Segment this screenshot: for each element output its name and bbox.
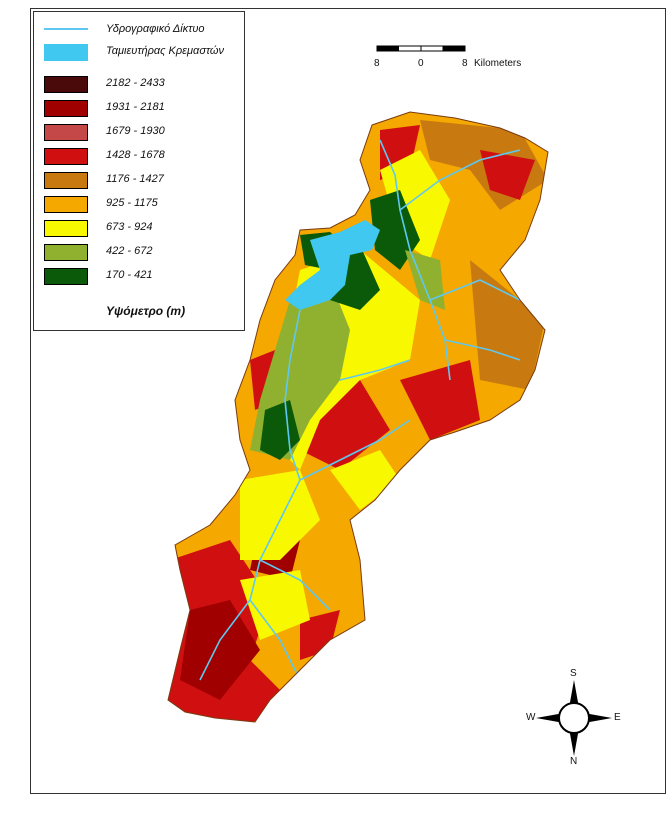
map-legend: Υδρογραφικό Δίκτυο Ταμιευτήρας Κρεμαστών… xyxy=(33,11,245,331)
scale-bar-graphic xyxy=(376,45,466,52)
legend-class-label: 1428 - 1678 xyxy=(106,149,165,161)
scale-bar: 8 0 8 Kilometers xyxy=(372,44,532,74)
compass-s-label: S xyxy=(570,668,577,679)
legend-class-row: 925 - 1175 xyxy=(34,194,244,214)
legend-lake-row: Ταμιευτήρας Κρεμαστών xyxy=(34,42,244,62)
north-arrow: S N W E xyxy=(524,668,628,772)
legend-class-row: 1428 - 1678 xyxy=(34,146,244,166)
legend-river-label: Υδρογραφικό Δίκτυο xyxy=(106,23,205,35)
legend-class-row: 2182 - 2433 xyxy=(34,74,244,94)
legend-class-label: 422 - 672 xyxy=(106,245,153,257)
legend-class-label: 1176 - 1427 xyxy=(106,173,164,185)
compass-e-label: E xyxy=(614,712,621,723)
legend-class-swatch xyxy=(44,76,88,93)
legend-class-swatch xyxy=(44,148,88,165)
legend-class-label: 925 - 1175 xyxy=(106,197,158,209)
legend-class-row: 673 - 924 xyxy=(34,218,244,238)
legend-class-row: 1679 - 1930 xyxy=(34,122,244,142)
legend-class-swatch xyxy=(44,196,88,213)
compass-w-label: W xyxy=(526,712,536,723)
legend-class-row: 170 - 421 xyxy=(34,266,244,286)
scale-unit-label: Kilometers xyxy=(474,58,522,69)
legend-class-row: 1176 - 1427 xyxy=(34,170,244,190)
legend-class-swatch xyxy=(44,172,88,189)
legend-class-label: 1679 - 1930 xyxy=(106,125,165,137)
legend-class-label: 170 - 421 xyxy=(106,269,153,281)
legend-class-row: 422 - 672 xyxy=(34,242,244,262)
legend-class-label: 2182 - 2433 xyxy=(106,77,165,89)
scale-right-label: 8 xyxy=(462,58,468,69)
legend-class-row: 1931 - 2181 xyxy=(34,98,244,118)
compass-n-label: N xyxy=(570,756,578,767)
legend-class-swatch xyxy=(44,124,88,141)
legend-class-swatch xyxy=(44,268,88,285)
scale-mid-label: 0 xyxy=(418,58,424,69)
lake-swatch xyxy=(44,44,88,61)
legend-lake-label: Ταμιευτήρας Κρεμαστών xyxy=(106,45,224,57)
compass-rose-icon xyxy=(536,680,612,756)
legend-class-swatch xyxy=(44,100,88,117)
legend-class-swatch xyxy=(44,220,88,237)
legend-title: Υψόμετρο (m) xyxy=(106,304,186,318)
legend-class-label: 1931 - 2181 xyxy=(106,101,165,113)
river-line-symbol xyxy=(44,28,88,30)
legend-class-swatch xyxy=(44,244,88,261)
scale-left-label: 8 xyxy=(374,58,380,69)
legend-river-row: Υδρογραφικό Δίκτυο xyxy=(34,20,244,40)
legend-class-label: 673 - 924 xyxy=(106,221,153,233)
